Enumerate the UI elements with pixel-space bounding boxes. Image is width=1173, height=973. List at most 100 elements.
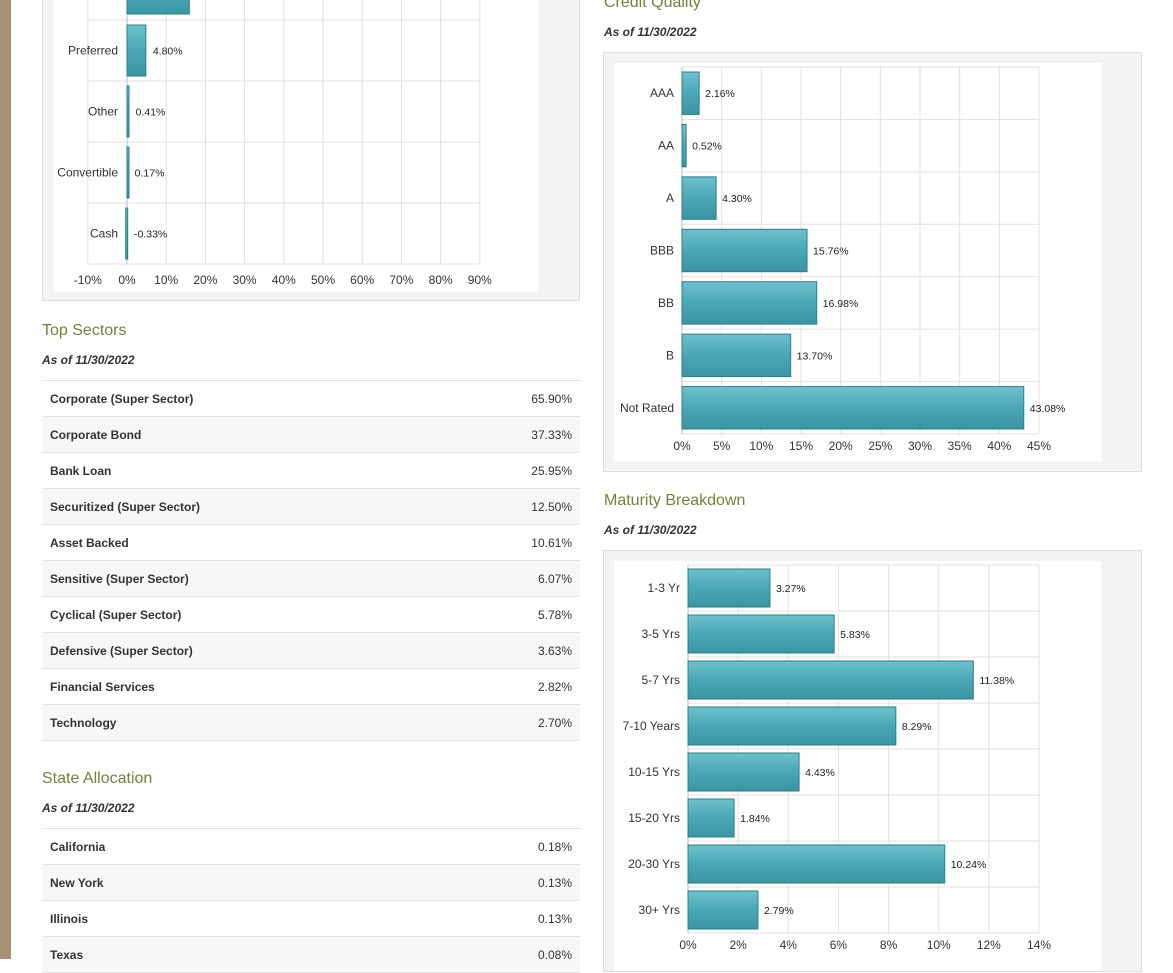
bar-value-label: 0.52% [692,141,722,153]
sector-value: 65.90% [531,391,572,406]
bar [126,146,130,199]
sector-value: 2.70% [537,715,572,730]
x-tick-label: 2% [729,938,747,952]
x-tick-label: 25% [868,439,892,453]
bar-value-label: 4.43% [805,767,835,779]
bar [681,386,1025,430]
category-label: 30+ Yrs [639,903,680,917]
sector-label: Cyclical (Super Sector) [50,607,182,622]
sector-row: Corporate (Super Sector) 65.90% [42,381,580,417]
bar-value-label: 2.16% [705,88,735,100]
bar [687,568,771,608]
state-allocation-title: State Allocation [42,770,153,787]
x-tick-label: 45% [1027,439,1051,453]
credit-quality-title: Credit Quality [604,0,701,11]
x-tick-label: 60% [350,273,374,287]
x-tick-label: 6% [830,938,848,952]
credit-quality-chart: 0% 5% 10% 15% 20% 25% 30% 35% 40% 45%2.16%AAA0.52… [620,66,1066,453]
category-label: Other [88,105,118,119]
bar-value-label: 4.80% [153,46,183,58]
sector-label: Corporate (Super Sector) [50,391,194,406]
bar [687,706,897,746]
x-tick-label: 20% [193,273,217,287]
category-label: 3-5 Yrs [642,627,680,641]
category-label: BBB [650,244,674,258]
x-tick-label: 10% [154,273,178,287]
maturity-breakdown-date: As of 11/30/2022 [604,523,697,537]
x-tick-label: 15% [789,439,813,453]
bar [687,614,835,654]
x-tick-label: 30% [908,439,932,453]
bar-value-label: 10.24% [951,859,987,871]
bar [687,890,759,930]
bar-value-label: 1.84% [740,813,770,825]
category-label: B [666,348,674,362]
x-tick-label: 5% [713,439,731,453]
state-label: California [50,839,106,854]
state-label: New York [50,875,104,890]
bar [126,0,190,15]
x-tick-label: 4% [780,938,798,952]
bar-value-label: 13.70% [797,350,833,362]
sector-label: Corporate Bond [50,427,142,442]
x-tick-label: 0% [679,938,697,952]
sector-row: Financial Services 2.82% [42,669,580,705]
sector-label: Bank Loan [50,463,112,478]
category-label: BB [658,296,674,310]
bar-value-label: 8.29% [902,721,932,733]
category-label: A [666,191,674,205]
x-tick-label: 30% [233,273,257,287]
state-allocation-table: California 0.18% New York 0.13% Illinois 0.13… [42,828,580,973]
sector-label: Financial Services [50,679,155,694]
x-tick-label: 35% [948,439,972,453]
state-row: Texas 0.08% [42,937,580,973]
maturity-breakdown-chart: 0% 2% 4% 6% 8% 10% 12% 14% 3.27% 1-3 Yr 5.83% 3-5 Y… [623,564,1051,952]
category-label: Convertible [57,166,118,180]
bar [681,281,818,325]
category-label: Not Rated [620,401,674,415]
x-tick-label: 50% [311,273,335,287]
top-sectors-title: Top Sectors [42,322,127,339]
sector-value: 25.95% [531,463,572,478]
bar-value-label: 43.08% [1030,403,1066,415]
state-value: 0.18% [537,839,572,854]
sector-row: Defensive (Super Sector) 3.63% [42,633,580,669]
sector-label: Technology [50,715,117,730]
bar [687,752,800,792]
state-label: Texas [50,947,84,962]
state-row: California 0.18% [42,829,580,865]
state-value: 0.08% [537,947,572,962]
x-tick-label: 10% [927,938,951,952]
bar [126,24,147,77]
sector-label: Sensitive (Super Sector) [50,571,189,586]
bar [125,207,129,260]
sector-label: Defensive (Super Sector) [50,643,193,658]
state-row: Illinois 0.13% [42,901,580,937]
sector-row: Securitized (Super Sector) 12.50% [42,489,580,525]
bar-value-label: 11.38% [979,675,1014,687]
state-allocation-date: As of 11/30/2022 [42,801,135,815]
top-sectors-date: As of 11/30/2022 [42,353,135,367]
bar [687,844,946,884]
x-tick-label: 70% [389,273,413,287]
category-label: 1-3 Yr [648,581,680,595]
sector-label: Asset Backed [50,535,129,550]
x-tick-label: 8% [880,938,898,952]
sector-value: 12.50% [531,499,572,514]
x-tick-label: -10% [74,273,102,287]
state-row: New York 0.13% [42,865,580,901]
bar [681,71,700,115]
bar [681,228,808,273]
sector-value: 2.82% [537,679,572,694]
x-tick-label: 14% [1027,938,1051,952]
bar-value-label: 2.79% [764,905,794,917]
sector-value: 37.33% [531,427,572,442]
state-value: 0.13% [537,911,572,926]
x-tick-label: 90% [468,273,492,287]
x-tick-label: 20% [829,439,853,453]
bar-value-label: 16.98% [823,298,859,310]
x-tick-label: 0% [673,439,691,453]
sector-value: 10.61% [531,535,572,550]
bar-value-label: 0.17% [135,168,165,180]
sector-value: 5.78% [537,607,572,622]
